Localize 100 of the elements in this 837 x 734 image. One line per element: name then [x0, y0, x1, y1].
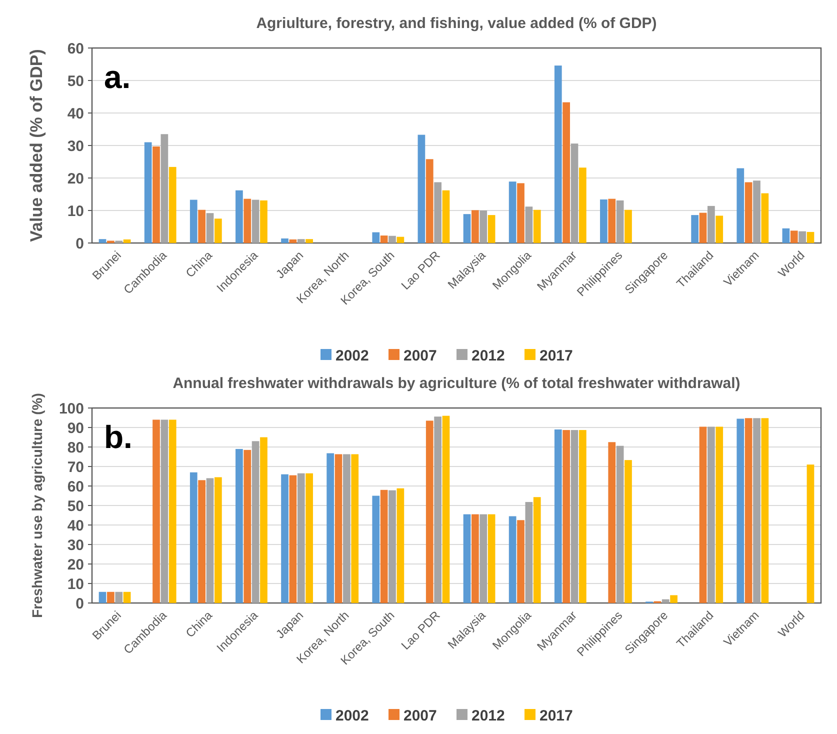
bar	[488, 215, 496, 243]
y-tick-label: 40	[67, 105, 84, 122]
bar	[168, 166, 176, 243]
bar	[123, 592, 131, 603]
bar	[115, 592, 123, 603]
bar	[380, 236, 388, 243]
bar	[761, 418, 769, 603]
y-tick-label: 30	[67, 536, 84, 554]
y-tick-label: 30	[67, 138, 84, 155]
bar	[260, 200, 268, 243]
chart-title: Agriulture, forestry, and fishing, value added (% of GDP)	[256, 15, 657, 32]
bar	[736, 418, 744, 603]
bar	[107, 592, 114, 603]
bar	[214, 218, 222, 243]
bar	[806, 464, 814, 603]
bar	[98, 592, 106, 603]
legend-label: 2007	[404, 707, 437, 724]
bar	[206, 213, 214, 243]
legend-label: 2007	[404, 347, 437, 364]
legend-label: 2017	[540, 347, 573, 364]
bar	[570, 430, 578, 603]
bar	[306, 473, 313, 603]
bar	[782, 228, 790, 243]
annotation: a.	[104, 59, 131, 95]
y-tick-label: 0	[76, 235, 84, 252]
legend-label: 2012	[472, 707, 505, 724]
bar	[744, 182, 752, 243]
bar	[123, 239, 131, 243]
bar	[289, 239, 297, 243]
bar	[562, 430, 570, 603]
y-axis-title: Freshwater use by agriculture (%)	[29, 393, 45, 618]
bar	[533, 497, 541, 603]
bar	[297, 239, 305, 243]
legend-label: 2002	[336, 347, 369, 364]
bar	[236, 190, 243, 243]
y-tick-label: 70	[67, 458, 84, 476]
bar	[525, 502, 533, 603]
y-tick-label: 80	[67, 439, 84, 456]
bar	[252, 200, 260, 243]
legend-label: 2002	[336, 707, 369, 724]
bar	[790, 230, 798, 243]
bar	[190, 200, 198, 243]
bar	[252, 441, 260, 603]
bar	[190, 472, 198, 603]
bar	[297, 473, 305, 603]
bar	[160, 134, 168, 243]
bar	[708, 426, 715, 603]
bar	[699, 426, 707, 603]
bar	[533, 210, 541, 243]
bar	[480, 514, 488, 603]
bar	[152, 420, 160, 603]
bar	[236, 448, 243, 603]
bar	[525, 206, 533, 243]
bar	[396, 488, 404, 603]
bar	[562, 102, 570, 243]
bar	[463, 514, 471, 603]
bar	[517, 183, 524, 243]
y-tick-label: 20	[67, 170, 84, 188]
bar	[608, 198, 616, 243]
bar	[214, 477, 222, 603]
bar	[508, 182, 516, 243]
y-axis-title: Value added (% of GDP)	[27, 49, 46, 242]
bar	[616, 200, 624, 243]
bar	[396, 236, 404, 243]
bar	[753, 180, 760, 243]
bar	[206, 478, 214, 603]
bar	[434, 416, 442, 603]
bar	[388, 490, 396, 603]
bar	[708, 206, 715, 243]
bar	[472, 514, 479, 603]
y-tick-label: 10	[67, 576, 84, 593]
y-tick-label: 0	[76, 595, 84, 612]
legend-label: 2012	[472, 347, 505, 364]
bar	[753, 418, 760, 603]
bar	[716, 216, 724, 243]
bar	[260, 437, 268, 603]
y-tick-label: 60	[67, 40, 84, 58]
y-tick-label: 60	[67, 478, 84, 496]
bar	[806, 232, 814, 243]
annotation: b.	[104, 419, 132, 455]
bar	[98, 239, 106, 243]
bar	[616, 446, 624, 603]
bar	[798, 231, 806, 243]
chart-title: Annual freshwater withdrawals by agriculture (% of total freshwater withdrawal)	[172, 375, 740, 392]
bar	[351, 454, 359, 603]
y-tick-label: 40	[67, 517, 84, 534]
bar	[670, 595, 678, 603]
bar	[517, 520, 524, 603]
bar	[480, 210, 488, 243]
y-tick-label: 100	[58, 400, 84, 418]
bar	[388, 236, 396, 243]
bar	[554, 429, 562, 603]
bar	[380, 490, 388, 603]
bar	[442, 190, 450, 243]
bar	[761, 193, 769, 243]
bar	[334, 454, 342, 603]
bar	[662, 599, 670, 603]
bar	[442, 416, 450, 603]
bar	[488, 514, 496, 603]
y-tick-label: 50	[67, 72, 84, 90]
